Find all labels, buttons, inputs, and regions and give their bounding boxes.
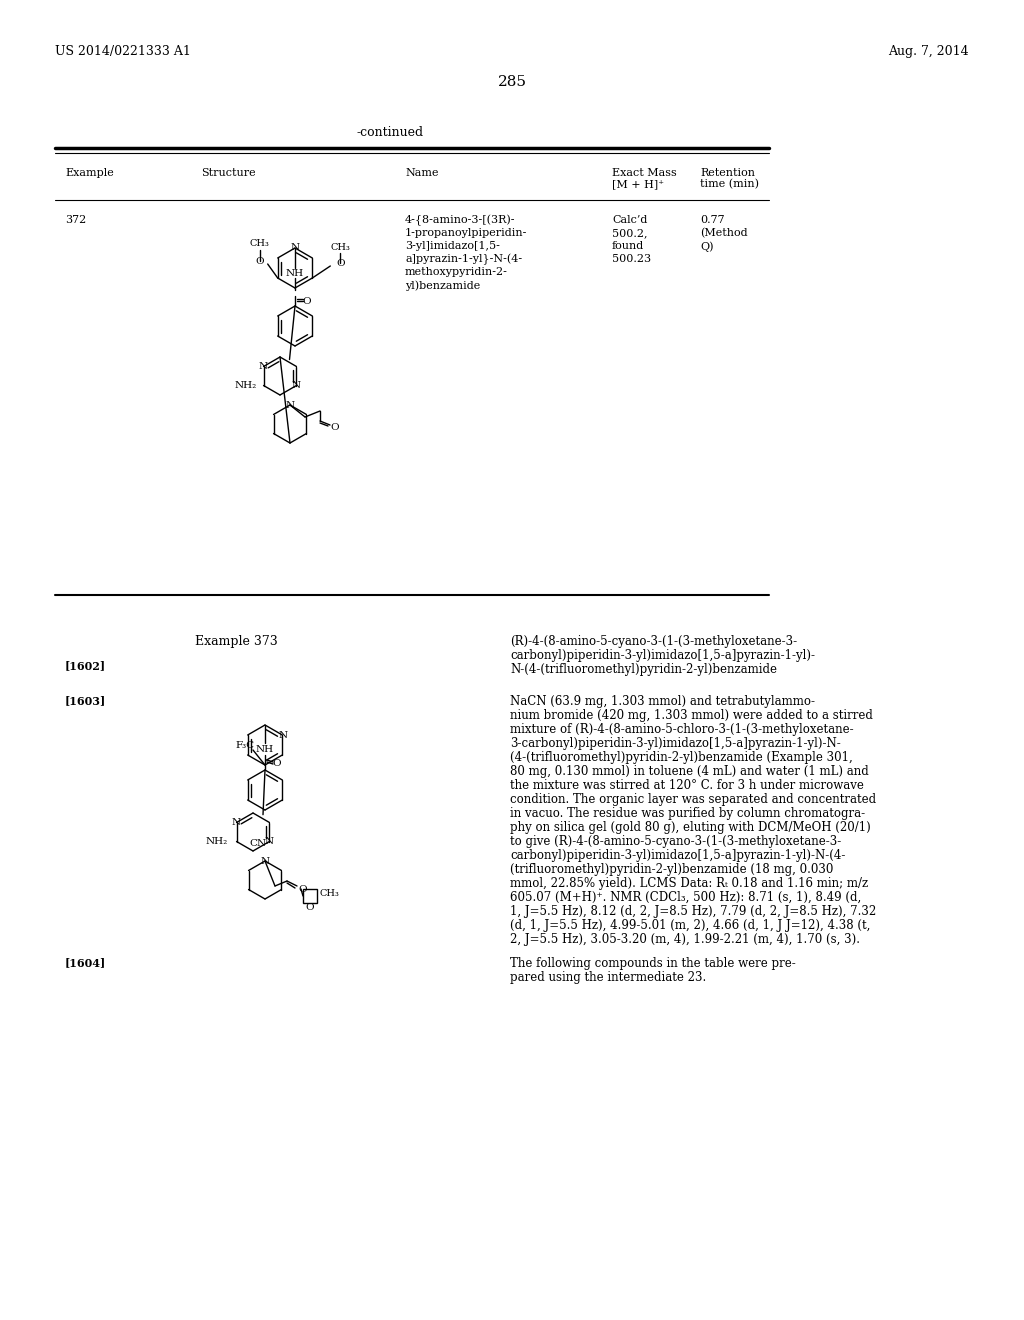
Text: condition. The organic layer was separated and concentrated: condition. The organic layer was separat…: [510, 793, 877, 807]
Text: 80 mg, 0.130 mmol) in toluene (4 mL) and water (1 mL) and: 80 mg, 0.130 mmol) in toluene (4 mL) and…: [510, 766, 868, 777]
Text: time (min): time (min): [700, 180, 759, 189]
Text: (trifluoromethyl)pyridin-2-yl)benzamide (18 mg, 0.030: (trifluoromethyl)pyridin-2-yl)benzamide …: [510, 863, 834, 876]
Text: Aug. 7, 2014: Aug. 7, 2014: [889, 45, 969, 58]
Text: [1602]: [1602]: [65, 660, 106, 671]
Text: 500.2,: 500.2,: [612, 228, 647, 238]
Text: (d, 1, J=5.5 Hz), 4.99-5.01 (m, 2), 4.66 (d, 1, J J=12), 4.38 (t,: (d, 1, J=5.5 Hz), 4.99-5.01 (m, 2), 4.66…: [510, 919, 870, 932]
Text: 3-yl]imidazo[1,5-: 3-yl]imidazo[1,5-: [406, 242, 500, 251]
Text: O: O: [272, 759, 282, 767]
Text: O: O: [336, 260, 345, 268]
Text: F₃C: F₃C: [236, 742, 255, 751]
Text: N: N: [291, 243, 300, 252]
Text: N: N: [286, 400, 295, 409]
Text: 372: 372: [65, 215, 86, 224]
Text: N: N: [279, 730, 288, 739]
Text: methoxypyridin-2-: methoxypyridin-2-: [406, 267, 508, 277]
Text: carbonyl)piperidin-3-yl)imidazo[1,5-a]pyrazin-1-yl)-: carbonyl)piperidin-3-yl)imidazo[1,5-a]py…: [510, 649, 815, 663]
Text: 1, J=5.5 Hz), 8.12 (d, 2, J=8.5 Hz), 7.79 (d, 2, J=8.5 Hz), 7.32: 1, J=5.5 Hz), 8.12 (d, 2, J=8.5 Hz), 7.7…: [510, 906, 877, 917]
Text: mmol, 22.85% yield). LCMS Data: Rₜ 0.18 and 1.16 min; m/z: mmol, 22.85% yield). LCMS Data: Rₜ 0.18 …: [510, 876, 868, 890]
Text: O: O: [299, 884, 307, 894]
Text: (Method: (Method: [700, 228, 748, 239]
Text: N: N: [260, 857, 269, 866]
Text: mixture of (R)-4-(8-amino-5-chloro-3-(1-(3-methyloxetane-: mixture of (R)-4-(8-amino-5-chloro-3-(1-…: [510, 723, 854, 737]
Text: Exact Mass: Exact Mass: [612, 168, 677, 178]
Text: (4-(trifluoromethyl)pyridin-2-yl)benzamide (Example 301,: (4-(trifluoromethyl)pyridin-2-yl)benzami…: [510, 751, 853, 764]
Text: yl)benzamide: yl)benzamide: [406, 280, 480, 290]
Text: N: N: [292, 381, 301, 389]
Text: nium bromide (420 mg, 1.303 mmol) were added to a stirred: nium bromide (420 mg, 1.303 mmol) were a…: [510, 709, 872, 722]
Text: NH: NH: [256, 744, 274, 754]
Text: 500.23: 500.23: [612, 253, 651, 264]
Text: CH₃: CH₃: [331, 243, 350, 252]
Text: Q): Q): [700, 242, 714, 252]
Text: 1-propanoylpiperidin-: 1-propanoylpiperidin-: [406, 228, 527, 238]
Text: CN: CN: [250, 838, 266, 847]
Text: 2, J=5.5 Hz), 3.05-3.20 (m, 4), 1.99-2.21 (m, 4), 1.70 (s, 3).: 2, J=5.5 Hz), 3.05-3.20 (m, 4), 1.99-2.2…: [510, 933, 860, 946]
Text: NH₂: NH₂: [206, 837, 227, 846]
Text: The following compounds in the table were pre-: The following compounds in the table wer…: [510, 957, 796, 970]
Text: [1603]: [1603]: [65, 696, 106, 706]
Text: O: O: [306, 903, 314, 912]
Text: found: found: [612, 242, 644, 251]
Text: to give (R)-4-(8-amino-5-cyano-3-(1-(3-methyloxetane-3-: to give (R)-4-(8-amino-5-cyano-3-(1-(3-m…: [510, 836, 842, 847]
Text: N: N: [259, 362, 268, 371]
Text: N: N: [232, 818, 241, 828]
Text: CH₃: CH₃: [250, 239, 269, 248]
Text: pared using the intermediate 23.: pared using the intermediate 23.: [510, 972, 707, 983]
Text: -continued: -continued: [356, 125, 424, 139]
Text: 4-{8-amino-3-[(3R)-: 4-{8-amino-3-[(3R)-: [406, 215, 515, 226]
Text: the mixture was stirred at 120° C. for 3 h under microwave: the mixture was stirred at 120° C. for 3…: [510, 779, 864, 792]
Text: O: O: [255, 257, 264, 267]
Text: Name: Name: [406, 168, 438, 178]
Text: a]pyrazin-1-yl}-N-(4-: a]pyrazin-1-yl}-N-(4-: [406, 253, 522, 265]
Text: [1604]: [1604]: [65, 957, 106, 968]
Text: O: O: [331, 422, 339, 432]
Text: (R)-4-(8-amino-5-cyano-3-(1-(3-methyloxetane-3-: (R)-4-(8-amino-5-cyano-3-(1-(3-methyloxe…: [510, 635, 797, 648]
Text: N: N: [265, 837, 274, 846]
Text: Example 373: Example 373: [195, 635, 278, 648]
Text: O: O: [303, 297, 311, 305]
Text: NH: NH: [286, 269, 304, 279]
Text: Calc’d: Calc’d: [612, 215, 647, 224]
Text: NaCN (63.9 mg, 1.303 mmol) and tetrabutylammo-: NaCN (63.9 mg, 1.303 mmol) and tetrabuty…: [510, 696, 815, 708]
Text: 0.77: 0.77: [700, 215, 725, 224]
Text: NH₂: NH₂: [234, 381, 257, 389]
Text: phy on silica gel (gold 80 g), eluting with DCM/MeOH (20/1): phy on silica gel (gold 80 g), eluting w…: [510, 821, 870, 834]
Text: 3-carbonyl)piperidin-3-yl)imidazo[1,5-a]pyrazin-1-yl)-N-: 3-carbonyl)piperidin-3-yl)imidazo[1,5-a]…: [510, 737, 841, 750]
Text: carbonyl)piperidin-3-yl)imidazo[1,5-a]pyrazin-1-yl)-N-(4-: carbonyl)piperidin-3-yl)imidazo[1,5-a]py…: [510, 849, 846, 862]
Text: CH₃: CH₃: [319, 890, 339, 899]
Text: Structure: Structure: [201, 168, 255, 178]
Text: [M + H]⁺: [M + H]⁺: [612, 180, 664, 189]
Text: 605.07 (M+H)⁺. NMR (CDCl₃, 500 Hz): 8.71 (s, 1), 8.49 (d,: 605.07 (M+H)⁺. NMR (CDCl₃, 500 Hz): 8.71…: [510, 891, 861, 904]
Text: N-(4-(trifluoromethyl)pyridin-2-yl)benzamide: N-(4-(trifluoromethyl)pyridin-2-yl)benza…: [510, 663, 777, 676]
Text: Example: Example: [65, 168, 114, 178]
Text: in vacuo. The residue was purified by column chromatogra-: in vacuo. The residue was purified by co…: [510, 807, 865, 820]
Text: Retention: Retention: [700, 168, 755, 178]
Text: 285: 285: [498, 75, 526, 88]
Text: US 2014/0221333 A1: US 2014/0221333 A1: [55, 45, 190, 58]
